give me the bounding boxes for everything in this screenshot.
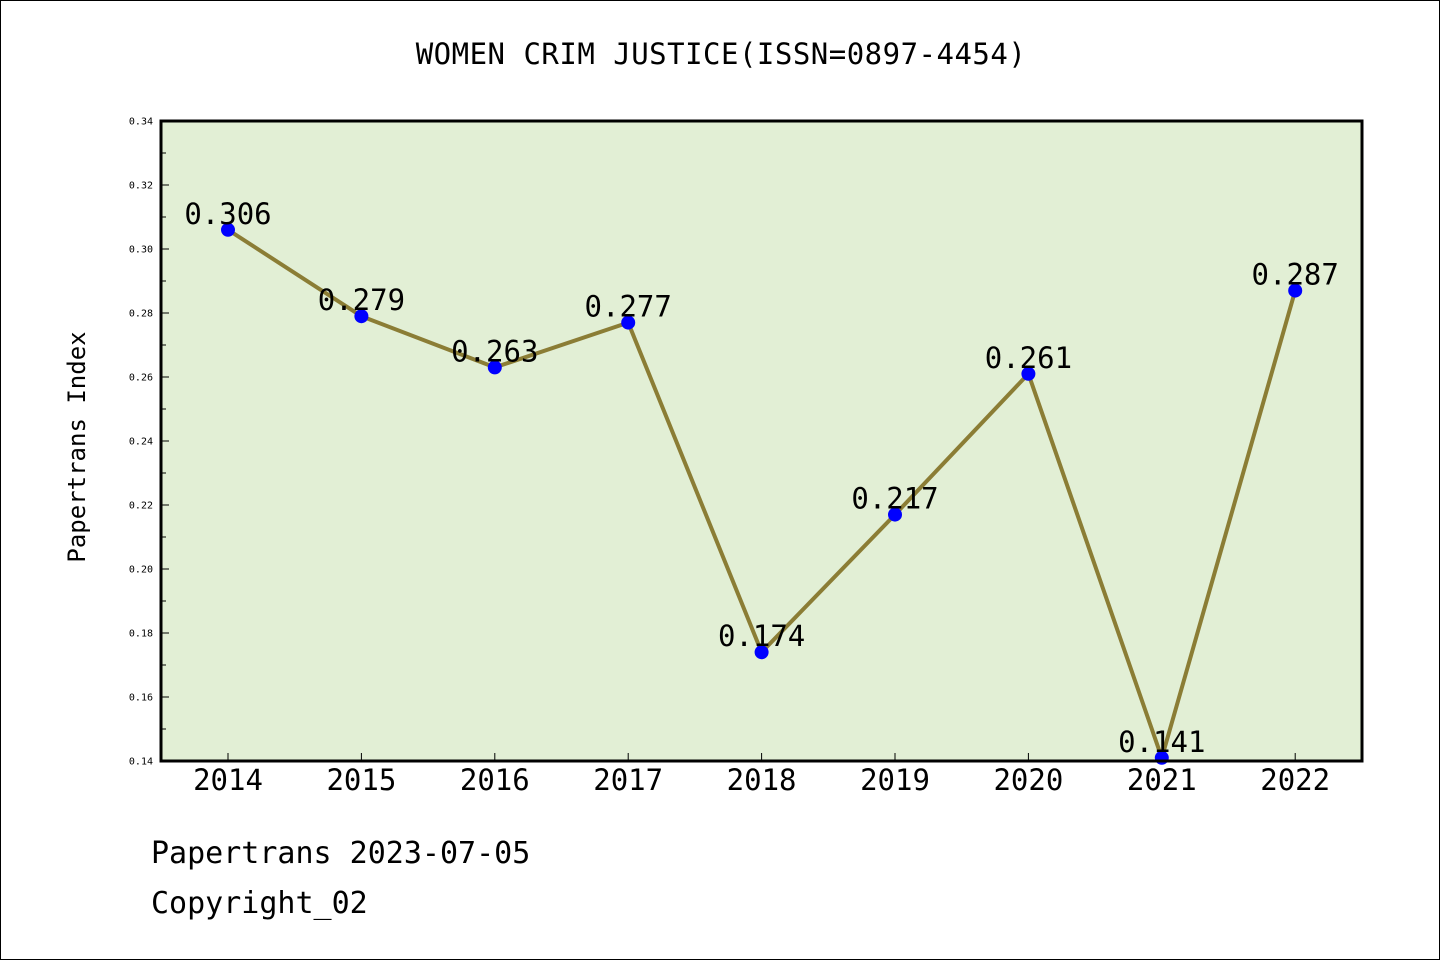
data-label: 0.287: [1252, 258, 1339, 292]
data-point: [1288, 283, 1303, 298]
y-axis-label: Papertrans Index: [63, 331, 91, 562]
y-tick-label: 0.22: [129, 501, 153, 512]
data-label: 0.217: [851, 482, 938, 516]
data-point: [221, 222, 235, 237]
data-label: 0.174: [718, 619, 805, 653]
data-point: [487, 360, 502, 375]
footer-copyright: Copyright_02: [151, 886, 368, 921]
y-tick-label: 0.18: [129, 629, 153, 640]
x-tick-label: 2015: [326, 763, 396, 797]
y-tick-label: 0.14: [129, 757, 153, 768]
plot-frame: [159, 119, 1364, 763]
x-tick-label: 2017: [593, 763, 663, 797]
data-point: [1021, 366, 1036, 381]
data-label: 0.279: [318, 283, 405, 317]
y-tick-label: 0.30: [129, 245, 153, 256]
data-point: [354, 309, 369, 324]
x-axis: 2014 2015 2016 2017 2018 2019 2020 2021 2022: [193, 753, 1330, 797]
x-tick-label: 2022: [1260, 763, 1330, 797]
data-label: 0.263: [451, 334, 538, 368]
chart-title: WOMEN CRIM JUSTICE(ISSN=0897-4454): [415, 37, 1027, 71]
data-label: 0.306: [184, 197, 271, 231]
footer-date: Papertrans 2023-07-05: [151, 836, 531, 871]
y-tick-label: 0.20: [129, 565, 153, 576]
y-tick-label: 0.32: [129, 181, 153, 192]
y-tick-label: 0.24: [129, 437, 153, 448]
x-tick-label: 2016: [460, 763, 530, 797]
x-tick-label: 2019: [860, 763, 930, 797]
data-point: [754, 645, 769, 660]
data-label: 0.141: [1118, 725, 1205, 759]
plot-area: [161, 121, 1362, 761]
data-point: [888, 507, 902, 522]
x-tick-label: 2021: [1127, 763, 1197, 797]
data-label: 0.277: [585, 290, 672, 324]
x-tick-label: 2018: [727, 763, 797, 797]
data-point: [621, 315, 636, 330]
series-group: 0.306 0.279 0.263 0.277 0.174 0.217 0.261 0.141…: [184, 197, 1339, 765]
x-tick-label: 2014: [193, 763, 263, 797]
y-tick-label: 0.34: [129, 117, 153, 128]
y-tick-label: 0.28: [129, 309, 153, 320]
y-tick-label: 0.26: [129, 373, 153, 384]
data-label: 0.261: [985, 341, 1072, 375]
x-tick-label: 2020: [993, 763, 1063, 797]
y-tick-label: 0.16: [129, 693, 153, 704]
